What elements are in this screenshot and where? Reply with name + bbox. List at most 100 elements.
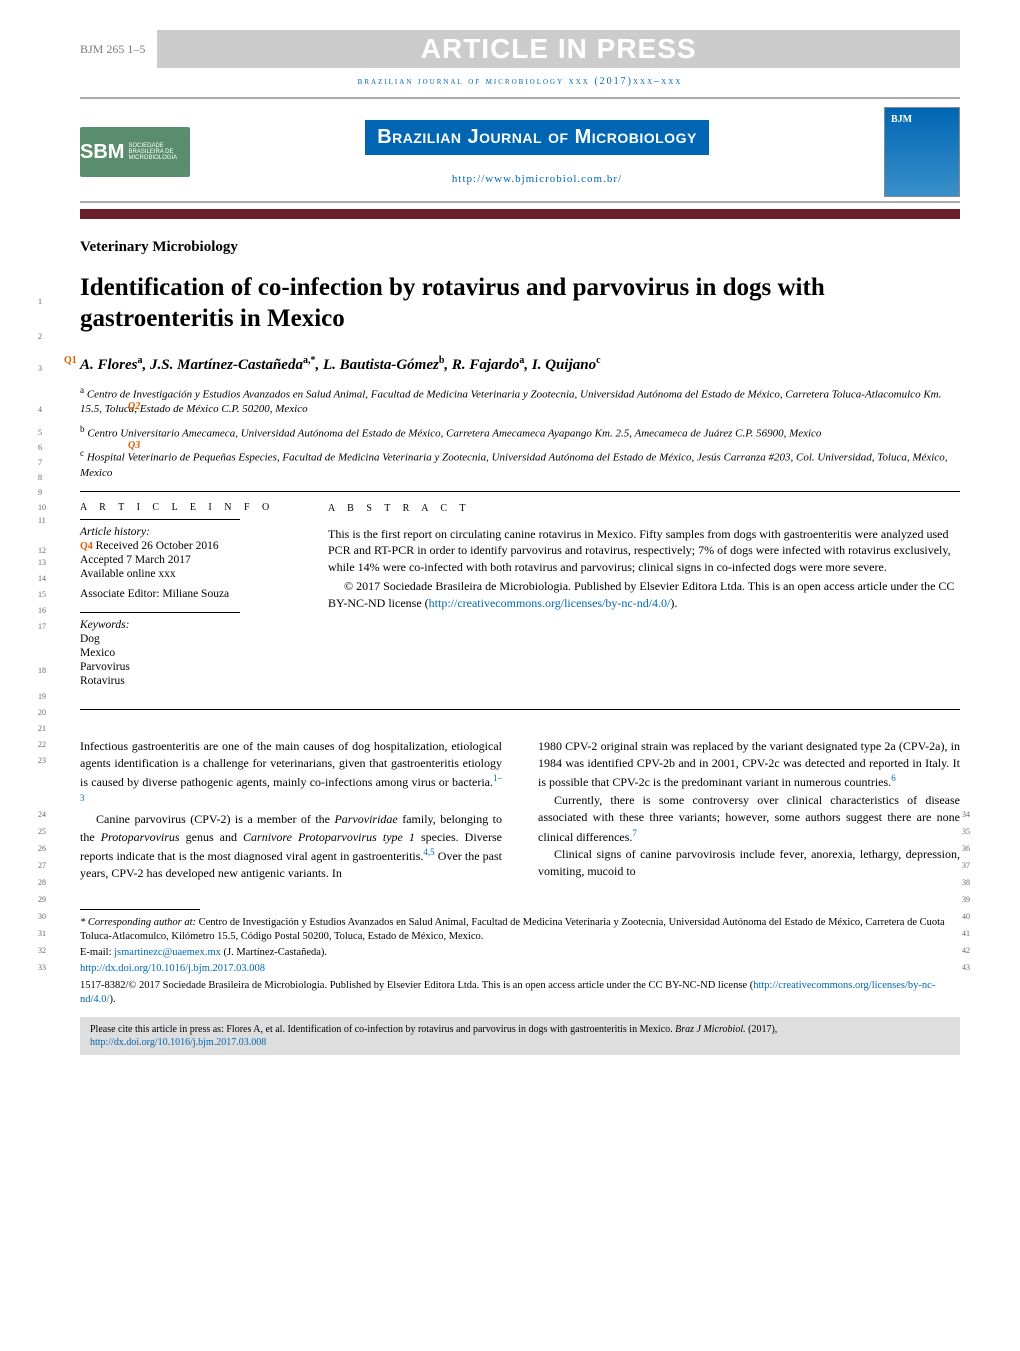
left-line-numbers: 1 2 3 4 5 6 7 8 9 10 11 12 13 14 15 16 1… <box>38 0 58 1351</box>
ln: 1 <box>38 297 42 306</box>
associate-editor: Associate Editor: Miliane Souza <box>80 588 300 600</box>
history-label: Article history: <box>80 526 300 538</box>
ln: 27 <box>38 861 46 870</box>
ln: 42 <box>962 946 970 955</box>
ln: 19 <box>38 692 46 701</box>
ln: 22 <box>38 740 46 749</box>
accepted-date: Accepted 7 March 2017 <box>80 554 300 566</box>
ln: 41 <box>962 929 970 938</box>
affiliation-c: c Hospital Veterinario de Pequeñas Espec… <box>80 447 960 480</box>
info-abstract-row: A R T I C L E I N F O Article history: Q… <box>80 502 960 689</box>
authors-line: Q1 A. Floresa, J.S. Martínez-Castañedaa,… <box>80 355 960 374</box>
article-in-press-banner: ARTICLE IN PRESS <box>157 30 960 68</box>
ln: 10 <box>38 503 46 512</box>
keyword: Rotavirus <box>80 675 300 687</box>
ln: 16 <box>38 606 46 615</box>
sbm-logo-text: SBM <box>80 141 124 164</box>
ln: 14 <box>38 574 46 583</box>
ln: 25 <box>38 827 46 836</box>
ln: 33 <box>38 963 46 972</box>
ln: 28 <box>38 878 46 887</box>
abstract-text: This is the first report on circulating … <box>328 526 960 576</box>
doi-link[interactable]: http://dx.doi.org/10.1016/j.bjm.2017.03.… <box>80 963 265 974</box>
body-right-column: 1980 CPV-2 original strain was replaced … <box>538 738 960 883</box>
ln: 7 <box>38 458 42 467</box>
footnotes: * Corresponding author at: Centro de Inv… <box>80 916 960 1007</box>
license-link[interactable]: http://creativecommons.org/licenses/by-n… <box>429 596 671 610</box>
article-info-heading: A R T I C L E I N F O <box>80 502 300 513</box>
q2-mark: Q2 <box>128 399 140 414</box>
body-p3: 1980 CPV-2 original strain was replaced … <box>538 738 960 792</box>
body-p1: Infectious gastroenteritis are one of th… <box>80 738 502 812</box>
ln: 29 <box>38 895 46 904</box>
keywords-label: Keywords: <box>80 619 300 631</box>
ln: 2 <box>38 332 42 341</box>
affiliation-a: Q2 a Centro de Investigación y Estudios … <box>80 384 960 417</box>
ln: 23 <box>38 756 46 765</box>
q1-mark: Q1 <box>64 355 77 366</box>
ln: 37 <box>962 861 970 870</box>
ln: 43 <box>962 963 970 972</box>
cite-doi-link[interactable]: http://dx.doi.org/10.1016/j.bjm.2017.03.… <box>90 1037 266 1048</box>
ln: 31 <box>38 929 46 938</box>
email-link[interactable]: jsmartinezc@uaemex.mx <box>114 947 221 958</box>
article-title: Identification of co-infection by rotavi… <box>80 272 960 335</box>
maroon-divider-bar <box>80 209 960 219</box>
ln: 36 <box>962 844 970 853</box>
journal-title: Brazilian Journal of Microbiology <box>365 120 709 155</box>
abstract-copyright: © 2017 Sociedade Brasileira de Microbiol… <box>328 578 960 612</box>
abstract-column: A B S T R A C T This is the first report… <box>328 502 960 689</box>
ln: 3 <box>38 364 42 373</box>
bjm-ref: BJM 265 1–5 <box>80 42 145 57</box>
received-date: Q4 Received 26 October 2016 <box>80 540 300 552</box>
ln: 18 <box>38 666 46 675</box>
ln: 5 <box>38 428 42 437</box>
section-label: Veterinary Microbiology <box>80 239 960 256</box>
sbm-subtext: SOCIEDADE BRASILEIRA DE MICROBIOLOGIA <box>128 143 190 161</box>
body-p2: Canine parvovirus (CPV-2) is a member of… <box>80 811 502 883</box>
keyword: Dog <box>80 633 300 645</box>
info-rule-2 <box>80 612 240 613</box>
ln: 12 <box>38 546 46 555</box>
ln: 21 <box>38 724 46 733</box>
ln: 15 <box>38 590 46 599</box>
ln: 17 <box>38 622 46 631</box>
keyword: Mexico <box>80 647 300 659</box>
ln: 40 <box>962 912 970 921</box>
ln: 24 <box>38 810 46 819</box>
header-bar: BJM 265 1–5 ARTICLE IN PRESS <box>80 30 960 68</box>
journal-url-link[interactable]: http://www.bjmicrobiol.com.br/ <box>210 173 864 185</box>
journal-banner: SBM SOCIEDADE BRASILEIRA DE MICROBIOLOGI… <box>80 97 960 203</box>
ln: 6 <box>38 443 42 452</box>
ln: 9 <box>38 488 42 497</box>
footnote-separator <box>80 909 200 910</box>
right-line-numbers: 34 35 36 37 38 39 40 41 42 43 <box>962 0 982 1351</box>
citation-box: Please cite this article in press as: Fl… <box>80 1017 960 1055</box>
ln: 34 <box>962 810 970 819</box>
ln: 4 <box>38 405 42 414</box>
issn-line: 1517-8382/© 2017 Sociedade Brasileira de… <box>80 979 960 1007</box>
corresponding-author: * Corresponding author at: Centro de Inv… <box>80 916 960 944</box>
rule-bottom <box>80 709 960 710</box>
body-left-column: Infectious gastroenteritis are one of th… <box>80 738 502 883</box>
affiliation-b: Q3 b Centro Universitario Amecameca, Uni… <box>80 423 960 442</box>
abstract-heading: A B S T R A C T <box>328 502 960 516</box>
banner-center: Brazilian Journal of Microbiology http:/… <box>210 120 864 185</box>
body-p4: Currently, there is some controversy ove… <box>538 792 960 846</box>
keyword: Parvovirus <box>80 661 300 673</box>
journal-reference-line: brazilian journal of microbiology xxx (2… <box>80 76 960 87</box>
ln: 30 <box>38 912 46 921</box>
body-p5: Clinical signs of canine parvovirosis in… <box>538 846 960 881</box>
rule-top <box>80 491 960 492</box>
ln: 32 <box>38 946 46 955</box>
article-info-column: A R T I C L E I N F O Article history: Q… <box>80 502 300 689</box>
info-rule-1 <box>80 519 240 520</box>
body-columns: Infectious gastroenteritis are one of th… <box>80 738 960 883</box>
ln: 38 <box>962 878 970 887</box>
ln: 35 <box>962 827 970 836</box>
ln: 11 <box>38 516 46 525</box>
sbm-logo: SBM SOCIEDADE BRASILEIRA DE MICROBIOLOGI… <box>80 127 190 177</box>
email-line: E-mail: jsmartinezc@uaemex.mx (J. Martín… <box>80 946 960 960</box>
ln: 20 <box>38 708 46 717</box>
ln: 13 <box>38 558 46 567</box>
